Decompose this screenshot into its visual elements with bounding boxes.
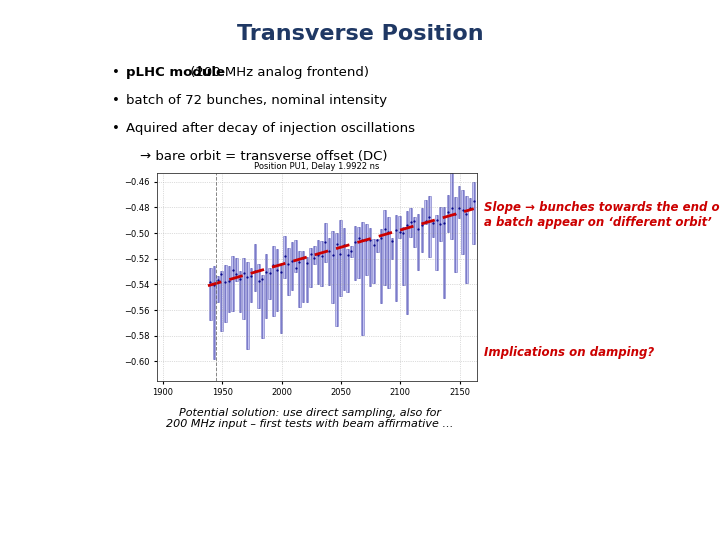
Text: 11: 11 — [655, 509, 670, 519]
Bar — [424, 200, 427, 224]
Bar — [331, 231, 334, 303]
Bar — [279, 265, 282, 333]
Text: •: • — [112, 122, 120, 135]
Bar — [320, 241, 323, 287]
Text: •: • — [112, 66, 120, 79]
Bar — [410, 208, 412, 238]
Bar — [458, 186, 460, 218]
Bar — [361, 222, 364, 335]
Bar — [265, 254, 267, 318]
Bar — [313, 246, 315, 264]
Bar — [213, 266, 215, 359]
Bar — [298, 251, 301, 307]
Text: Slope → bunches towards the end of
a batch appear on ‘different orbit’: Slope → bunches towards the end of a bat… — [484, 201, 720, 229]
Bar — [391, 238, 393, 259]
Bar — [413, 217, 415, 247]
Bar — [432, 221, 434, 237]
Bar — [336, 233, 338, 326]
Bar — [302, 251, 305, 302]
Text: Transverse Position: Transverse Position — [237, 24, 483, 44]
Bar — [317, 240, 319, 284]
Bar — [283, 236, 286, 278]
Bar — [379, 228, 382, 303]
Bar — [465, 197, 468, 283]
Bar — [309, 247, 312, 287]
Bar — [209, 268, 212, 320]
Bar — [405, 211, 408, 314]
Bar — [350, 246, 353, 257]
Bar — [454, 197, 456, 272]
Bar — [224, 265, 227, 322]
Bar — [387, 217, 390, 288]
Bar — [450, 173, 453, 239]
Bar — [253, 244, 256, 291]
Bar — [472, 182, 475, 244]
Bar — [462, 190, 464, 254]
Text: Aquired after decay of injection oscillations: Aquired after decay of injection oscilla… — [126, 122, 415, 135]
Bar — [428, 195, 431, 256]
Bar — [343, 228, 346, 290]
Bar — [291, 242, 293, 291]
Bar — [294, 240, 297, 272]
Title: Position PU1, Delay 1.9922 ns: Position PU1, Delay 1.9922 ns — [254, 161, 380, 171]
Bar — [261, 275, 264, 339]
Bar — [357, 227, 360, 278]
Bar — [235, 258, 238, 281]
Bar — [269, 268, 271, 299]
Bar — [328, 238, 330, 286]
Bar — [346, 249, 349, 292]
Bar — [420, 208, 423, 252]
Bar — [272, 246, 275, 315]
Bar — [443, 207, 446, 298]
Bar — [257, 265, 260, 308]
Bar — [384, 210, 386, 285]
Bar — [250, 268, 253, 302]
Bar — [469, 198, 472, 210]
Bar — [231, 256, 234, 311]
Bar — [446, 195, 449, 233]
Bar — [228, 266, 230, 313]
Text: •: • — [112, 94, 120, 107]
Bar — [239, 271, 241, 312]
Bar — [436, 215, 438, 270]
Text: batch of 72 bunches, nominal intensity: batch of 72 bunches, nominal intensity — [126, 94, 387, 107]
Text: SPS Damper - Gerd Kotzian: SPS Damper - Gerd Kotzian — [284, 509, 436, 519]
Text: (200 MHz analog frontend): (200 MHz analog frontend) — [186, 66, 369, 79]
Bar — [395, 215, 397, 301]
Bar — [287, 248, 289, 294]
Bar — [439, 207, 441, 241]
Bar — [372, 239, 375, 283]
Bar — [339, 220, 341, 296]
Bar — [365, 224, 367, 274]
Bar — [246, 261, 249, 349]
Bar — [417, 214, 420, 270]
Bar — [398, 217, 401, 238]
Bar — [220, 271, 222, 332]
Bar — [305, 257, 308, 302]
Bar — [354, 226, 356, 280]
Text: 03. Dec 2015: 03. Dec 2015 — [126, 509, 200, 519]
Text: Implications on damping?: Implications on damping? — [484, 346, 654, 359]
Bar — [369, 228, 372, 286]
Bar — [276, 248, 279, 311]
Text: Potential solution: use direct sampling, also for
200 MHz input – first tests wi: Potential solution: use direct sampling,… — [166, 408, 454, 429]
Bar — [217, 276, 219, 301]
Text: pLHC module: pLHC module — [126, 66, 225, 79]
Text: → bare orbit = transverse offset (DC): → bare orbit = transverse offset (DC) — [140, 150, 388, 163]
Bar — [324, 223, 327, 262]
Bar — [376, 239, 379, 252]
Bar — [243, 258, 245, 319]
Bar — [402, 227, 405, 285]
